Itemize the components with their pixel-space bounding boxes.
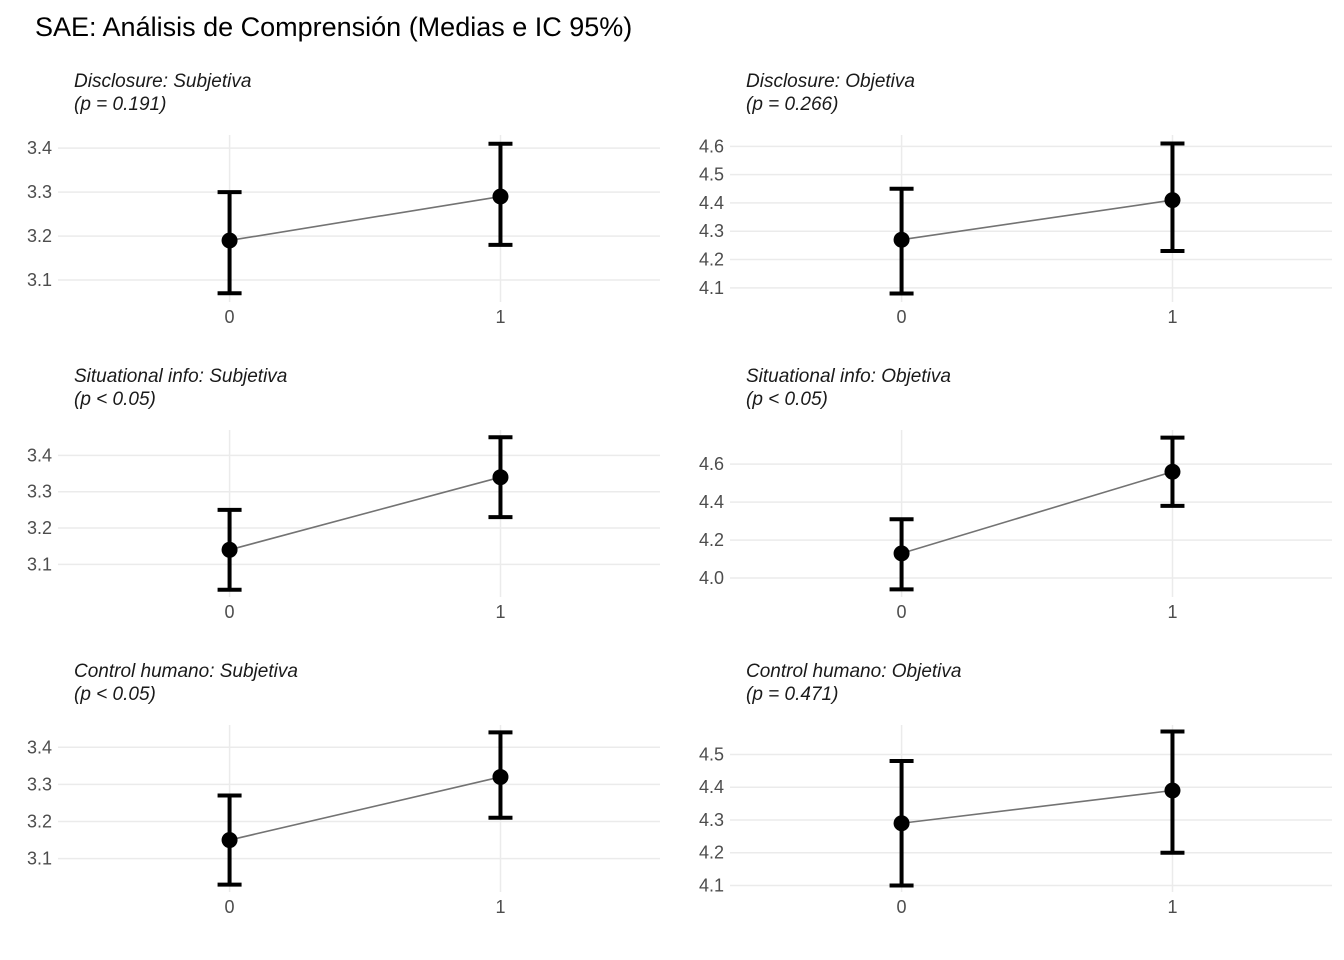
mean-connector-line bbox=[229, 195, 501, 242]
facet-p-value: (p = 0.266) bbox=[746, 94, 839, 115]
facet-title: Control humano: Subjetiva (p < 0.05) bbox=[74, 660, 672, 706]
x-tick-label: 1 bbox=[495, 307, 505, 327]
plot-control-subjetiva: 3.1 3.2 3.3 3.4 0 1 bbox=[27, 725, 660, 917]
facet-p-value: (p = 0.191) bbox=[74, 94, 167, 115]
mean-point bbox=[1164, 463, 1181, 480]
facet-title: Situational info: Subjetiva (p < 0.05) bbox=[74, 365, 672, 411]
facet-panel-situational-objetiva: Situational info: Objetiva (p < 0.05) 4.… bbox=[672, 355, 1344, 650]
y-tick-label: 4.4 bbox=[699, 777, 724, 797]
mean-point bbox=[1164, 192, 1181, 209]
y-tick-label: 3.3 bbox=[27, 774, 52, 794]
facet-grid: Disclosure: Subjetiva (p = 0.191) 3.1 3.2… bbox=[0, 60, 1344, 945]
y-tick-label: 3.2 bbox=[27, 811, 52, 831]
y-tick-label: 4.6 bbox=[699, 136, 724, 156]
facet-label: Control humano: Subjetiva bbox=[74, 661, 298, 682]
y-tick-label: 4.1 bbox=[699, 875, 724, 895]
x-tick-label: 1 bbox=[1167, 307, 1177, 327]
y-tick-label: 4.4 bbox=[699, 193, 724, 213]
y-tick-label: 4.5 bbox=[699, 165, 724, 185]
y-tick-label: 3.2 bbox=[27, 226, 52, 246]
mean-connector-line bbox=[229, 776, 501, 841]
facet-title: Disclosure: Subjetiva (p = 0.191) bbox=[74, 70, 672, 116]
y-tick-label: 3.2 bbox=[27, 518, 52, 538]
mean-point bbox=[893, 815, 910, 832]
x-tick-label: 1 bbox=[1167, 602, 1177, 622]
facet-p-value: (p < 0.05) bbox=[746, 389, 828, 410]
y-tick-label: 4.3 bbox=[699, 810, 724, 830]
chart-title: SAE: Análisis de Comprensión (Medias e I… bbox=[35, 12, 633, 42]
y-tick-label: 4.0 bbox=[699, 568, 724, 588]
facet-panel-disclosure-objetiva: Disclosure: Objetiva (p = 0.266) 4.1 4.2 4… bbox=[672, 60, 1344, 355]
facet-p-value: (p = 0.471) bbox=[746, 684, 839, 705]
x-tick-label: 0 bbox=[897, 602, 907, 622]
y-tick-label: 3.4 bbox=[27, 138, 52, 158]
facet-title: Control humano: Objetiva (p = 0.471) bbox=[746, 660, 1344, 706]
mean-point bbox=[492, 188, 509, 205]
facet-title: Disclosure: Objetiva (p = 0.266) bbox=[746, 70, 1344, 116]
x-tick-label: 1 bbox=[495, 897, 505, 917]
x-tick-label: 0 bbox=[225, 307, 235, 327]
y-tick-label: 4.1 bbox=[699, 278, 724, 298]
x-tick-label: 1 bbox=[1167, 897, 1177, 917]
y-tick-label: 4.4 bbox=[699, 492, 724, 512]
y-tick-label: 3.1 bbox=[27, 554, 52, 574]
facet-p-value: (p < 0.05) bbox=[74, 684, 156, 705]
y-tick-label: 3.4 bbox=[27, 737, 52, 757]
facet-label: Situational info: Objetiva bbox=[746, 366, 951, 387]
y-tick-label: 4.5 bbox=[699, 744, 724, 764]
plot-disclosure-subjetiva: 3.1 3.2 3.3 3.4 0 1 bbox=[27, 135, 660, 327]
mean-connector-line bbox=[901, 199, 1173, 241]
facet-label: Disclosure: Subjetiva bbox=[74, 71, 252, 92]
plot-disclosure-objetiva: 4.1 4.2 4.3 4.4 4.5 4.6 0 1 bbox=[699, 135, 1332, 327]
facet-panel-control-subjetiva: Control humano: Subjetiva (p < 0.05) 3.1… bbox=[0, 650, 672, 945]
x-tick-label: 0 bbox=[897, 307, 907, 327]
y-tick-label: 3.4 bbox=[27, 445, 52, 465]
y-tick-label: 4.6 bbox=[699, 454, 724, 474]
facet-title: Situational info: Objetiva (p < 0.05) bbox=[746, 365, 1344, 411]
y-tick-label: 4.2 bbox=[699, 843, 724, 863]
mean-point bbox=[221, 832, 238, 849]
mean-connector-line bbox=[901, 789, 1173, 825]
facet-panel-control-objetiva: Control humano: Objetiva (p = 0.471) 4.1… bbox=[672, 650, 1344, 945]
facet-p-value: (p < 0.05) bbox=[74, 389, 156, 410]
plot-control-objetiva: 4.1 4.2 4.3 4.4 4.5 0 1 bbox=[699, 725, 1332, 917]
y-tick-label: 4.2 bbox=[699, 530, 724, 550]
mean-point bbox=[221, 232, 238, 249]
y-tick-label: 3.1 bbox=[27, 849, 52, 869]
facet-panel-situational-subjetiva: Situational info: Subjetiva (p < 0.05) 3… bbox=[0, 355, 672, 650]
facet-label: Disclosure: Objetiva bbox=[746, 71, 915, 92]
mean-point bbox=[893, 231, 910, 248]
mean-connector-line bbox=[229, 476, 501, 551]
facet-label: Situational info: Subjetiva bbox=[74, 366, 288, 387]
y-tick-label: 3.3 bbox=[27, 482, 52, 502]
x-tick-label: 0 bbox=[225, 602, 235, 622]
mean-point bbox=[893, 545, 910, 562]
x-tick-label: 0 bbox=[897, 897, 907, 917]
y-tick-label: 3.1 bbox=[27, 270, 52, 290]
mean-point bbox=[221, 541, 238, 558]
mean-point bbox=[492, 469, 509, 486]
facet-panel-disclosure-subjetiva: Disclosure: Subjetiva (p = 0.191) 3.1 3.2… bbox=[0, 60, 672, 355]
plot-situational-objetiva: 4.0 4.2 4.4 4.6 0 1 bbox=[699, 430, 1332, 622]
mean-point bbox=[492, 768, 509, 785]
x-tick-label: 0 bbox=[225, 897, 235, 917]
y-tick-label: 4.3 bbox=[699, 221, 724, 241]
mean-connector-line bbox=[901, 470, 1173, 555]
mean-point bbox=[1164, 782, 1181, 799]
y-tick-label: 4.2 bbox=[699, 250, 724, 270]
x-tick-label: 1 bbox=[495, 602, 505, 622]
plot-situational-subjetiva: 3.1 3.2 3.3 3.4 0 1 bbox=[27, 430, 660, 622]
y-tick-label: 3.3 bbox=[27, 182, 52, 202]
facet-label: Control humano: Objetiva bbox=[746, 661, 962, 682]
